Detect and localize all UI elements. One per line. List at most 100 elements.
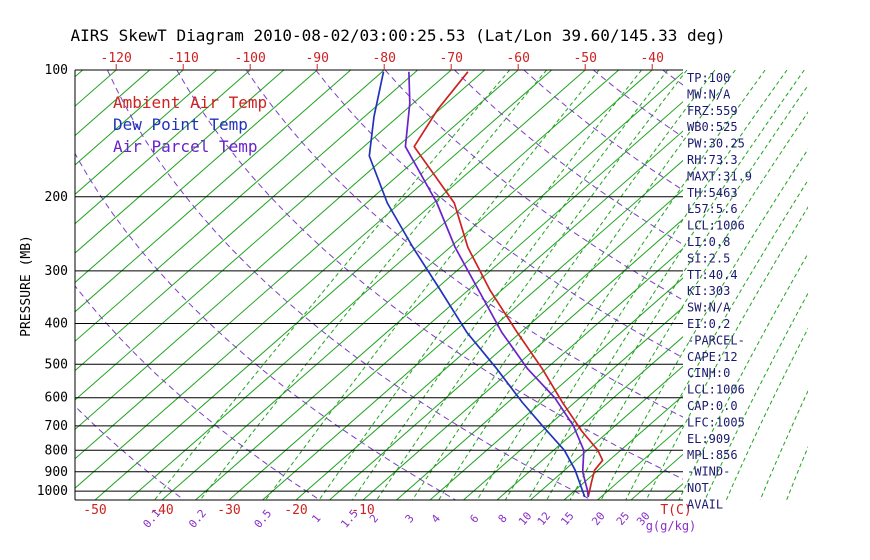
mixing-ratio-tick-label: 1	[309, 512, 323, 525]
pressure-tick-label: 200	[45, 190, 68, 205]
stats-line: TT:40.4	[687, 268, 738, 282]
stats-line: NOT	[687, 481, 709, 495]
bottom-temp-tick-label: -50	[83, 503, 106, 518]
isotherm-line	[75, 70, 218, 195]
stats-line: PW:30.25	[687, 137, 745, 151]
mixing-ratio-line	[504, 70, 788, 500]
stats-line: TH:5463	[687, 186, 738, 200]
isotherm-line	[429, 277, 683, 500]
top-temp-tick-label: -100	[235, 51, 266, 66]
legend-item-ambient: Ambient Air Temp	[113, 93, 267, 112]
isotherm-line	[563, 394, 683, 500]
stats-line: AVAIL	[687, 497, 723, 511]
legend-layer: Ambient Air Temp Dew Point Temp Air Parcel…	[113, 93, 267, 156]
mixing-ratio-tick-label: 15	[558, 509, 576, 528]
isotherm-line	[75, 70, 385, 342]
bottom-temp-tick-label: -20	[284, 503, 307, 518]
pressure-grid-layer	[74, 69, 683, 501]
dry-adiabat-line	[384, 70, 683, 301]
bottom-temp-tick-label: -30	[217, 503, 240, 518]
pressure-tick-label: 700	[45, 419, 68, 434]
parcel-temp-curve	[404, 71, 590, 498]
stats-line: L57:5.6	[687, 202, 738, 216]
pressure-tick-label: 1000	[37, 484, 68, 499]
pressure-tick-label: 400	[45, 317, 68, 332]
mixing-ratio-tick-label: 3	[403, 512, 417, 525]
isotherm-line	[75, 70, 318, 284]
dry-adiabat-line	[592, 70, 683, 138]
mixing-ratio-line	[625, 179, 808, 500]
top-temp-tick-label: -40	[640, 51, 663, 66]
mixing-ratio-line	[725, 327, 808, 500]
isotherm-line	[75, 70, 285, 254]
stats-line: -WIND-	[687, 465, 730, 479]
legend-item-dewpoint: Dew Point Temp	[113, 115, 248, 134]
mixing-ratio-tick-label: 8	[496, 512, 510, 525]
mixing-ratio-tick-label: 0.2	[186, 507, 209, 531]
isotherm-line	[75, 70, 486, 431]
isotherm-line	[295, 159, 683, 500]
bottom-temp-tick-label: -40	[150, 503, 173, 518]
mixing-ratio-line	[438, 70, 736, 500]
mixing-unit-label: g(g/kg)	[646, 519, 697, 533]
stats-line: KI:303	[687, 284, 730, 298]
top-temp-tick-label: -80	[372, 51, 395, 66]
stats-line: SI:2.5	[687, 251, 730, 265]
mixing-ratio-line	[411, 70, 716, 500]
isotherm-line	[329, 189, 683, 500]
mixing-ratio-line	[265, 70, 600, 500]
mixing-ratio-tick-label: 10	[516, 510, 534, 529]
top-temp-tick-label: -50	[573, 51, 596, 66]
dry-adiabat-line	[523, 70, 683, 191]
mixing-ratio-tick-label: 12	[535, 510, 553, 529]
pressure-tick-label: 900	[45, 465, 68, 480]
pressure-tick-label: 500	[45, 357, 68, 372]
stats-line: TP:100	[687, 71, 730, 85]
pressure-tick-label: 100	[45, 63, 68, 78]
dewpoint-temp-curve	[368, 71, 586, 498]
dry-adiabat-line	[176, 70, 683, 480]
isotherm-line	[75, 70, 84, 78]
mixing-ratio-line	[476, 70, 766, 500]
pressure-tick-label: 300	[45, 264, 68, 279]
stats-line: CAPE:12	[687, 350, 738, 364]
isotherm-lines-layer	[0, 70, 870, 500]
stats-line: MPL:856	[687, 448, 738, 462]
isotherm-line	[75, 70, 452, 401]
mixing-ratio-line	[318, 70, 642, 500]
isotherm-line	[75, 70, 251, 225]
stats-line: LCL:1006	[687, 383, 745, 397]
stats-line: -PARCEL-	[687, 333, 745, 347]
isotherm-line	[0, 70, 16, 500]
mixing-ratio-tick-label: 20	[589, 509, 607, 528]
isotherm-line	[732, 70, 870, 500]
stats-line: LI:0.8	[687, 235, 730, 249]
stats-line: LCL:1006	[687, 219, 745, 233]
top-temp-tick-label: -90	[305, 51, 328, 66]
legend-item-parcel: Air Parcel Temp	[113, 137, 258, 156]
stats-line: LFC:1005	[687, 415, 745, 429]
ambient-temp-curve	[413, 71, 604, 498]
isotherm-line	[228, 101, 683, 500]
isotherm-line	[75, 70, 419, 372]
mixing-ratio-line	[351, 70, 669, 500]
mixing-ratio-tick-label: 4	[429, 512, 443, 526]
isotherm-line	[75, 70, 352, 313]
dry-adiabat-line	[315, 70, 683, 359]
isotherm-line	[75, 70, 553, 489]
mixing-ratio-line	[376, 70, 688, 500]
pressure-tick-label: 600	[45, 391, 68, 406]
mixing-ratio-tick-label: 25	[614, 509, 632, 528]
dry-adiabat-lines-layer	[75, 70, 683, 500]
bottom-temp-tick-label: -10	[351, 503, 374, 518]
pressure-axis-title: PRESSURE (MB)	[19, 235, 34, 337]
mixing-ratio-line	[154, 70, 511, 500]
isotherm-line	[362, 218, 683, 500]
mixing-ratio-line	[546, 84, 808, 500]
mixing-ratio-line	[786, 445, 808, 500]
isotherm-line	[75, 70, 184, 166]
mixing-ratio-line	[678, 252, 808, 500]
isotherm-line	[161, 70, 653, 500]
top-temp-tick-label: -70	[439, 51, 462, 66]
